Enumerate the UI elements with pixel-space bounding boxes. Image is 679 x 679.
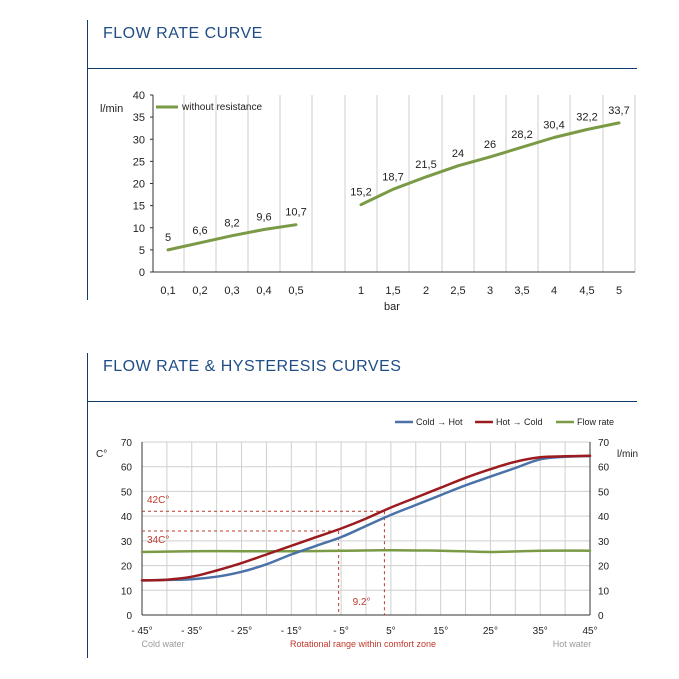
x-tick-label: 45°	[582, 626, 597, 637]
data-label: 33,7	[608, 105, 629, 117]
x-side-label-center: Rotational range within comfort zone	[290, 639, 436, 649]
section1-title: FLOW RATE CURVE	[103, 25, 263, 42]
data-label: 9,6	[256, 212, 271, 224]
x-tick-label: 4	[551, 285, 557, 297]
y-tick-label-left: 30	[121, 537, 133, 548]
x-side-label-right: Hot water	[553, 639, 592, 649]
legend-label: Hot → Cold	[496, 417, 543, 427]
y-tick-label: 10	[133, 223, 145, 235]
x-tick-label: 0,3	[224, 285, 239, 297]
x-tick-label: 1,5	[385, 285, 400, 297]
y-tick-label: 20	[133, 179, 145, 191]
data-label: 5	[165, 232, 171, 244]
x-tick-label: 0,5	[288, 285, 303, 297]
x-tick-label: 0,2	[192, 285, 207, 297]
section2-title: FLOW RATE & HYSTERESIS CURVES	[103, 358, 402, 375]
y-tick-label-left: 50	[121, 487, 133, 498]
data-label: 26	[484, 139, 496, 151]
series-line	[140, 454, 592, 582]
y-axis-label: l/min	[100, 103, 123, 115]
x-tick-label: 25°	[483, 626, 498, 637]
x-tick-label: 15°	[433, 626, 448, 637]
x-tick-label: - 25°	[231, 626, 252, 637]
x-tick-label: 0,4	[256, 285, 271, 297]
legend-label: Cold → Hot	[416, 417, 463, 427]
x-tick-label: - 35°	[181, 626, 202, 637]
y-tick-label: 5	[139, 245, 145, 257]
x-tick-label: - 15°	[281, 626, 302, 637]
y-tick-label-right: 20	[598, 562, 610, 573]
y-tick-label-right: 70	[598, 438, 610, 449]
legend-label: without resistance	[181, 102, 262, 113]
reference-label-42: 42C°	[147, 495, 169, 506]
x-tick-label: 4,5	[579, 285, 594, 297]
y-axis-label-right: l/min	[617, 449, 638, 460]
data-label: 30,4	[543, 119, 564, 131]
y-tick-label-right: 50	[598, 487, 610, 498]
y-tick-label: 25	[133, 156, 145, 168]
y-tick-label: 0	[139, 267, 145, 279]
data-label: 6,6	[192, 225, 207, 237]
y-tick-label-right: 30	[598, 537, 610, 548]
y-tick-label-left: 60	[121, 463, 133, 474]
y-tick-label-left: 10	[121, 586, 133, 597]
reference-label-34: 34C°	[147, 535, 169, 546]
y-tick-label-right: 10	[598, 586, 610, 597]
y-tick-label: 15	[133, 201, 145, 213]
section1-vertical-rule	[87, 20, 88, 300]
y-tick-label-right: 60	[598, 463, 610, 474]
series-line	[140, 548, 592, 554]
y-tick-label-left: 40	[121, 512, 133, 523]
data-label: 8,2	[224, 218, 239, 230]
reference-label-angle: 9.2°	[353, 597, 371, 608]
y-tick-label-right: 0	[598, 611, 604, 622]
x-tick-label: - 45°	[131, 626, 152, 637]
y-axis-label-left: C°	[96, 449, 107, 460]
y-tick-label: 40	[133, 90, 145, 102]
x-axis-label: bar	[384, 301, 400, 313]
legend-label: Flow rate	[577, 417, 614, 427]
series-line	[140, 454, 592, 582]
x-tick-label: 2	[423, 285, 429, 297]
x-tick-label: - 5°	[333, 626, 349, 637]
x-tick-label: 1	[358, 285, 364, 297]
x-tick-label: 5°	[386, 626, 396, 637]
x-tick-label: 5	[616, 285, 622, 297]
x-tick-label: 3	[487, 285, 493, 297]
data-label: 24	[452, 148, 464, 160]
data-label: 21,5	[415, 159, 436, 171]
x-tick-label: 0,1	[160, 285, 175, 297]
section1-header-rule	[87, 68, 637, 69]
y-tick-label-left: 20	[121, 562, 133, 573]
data-label: 10,7	[285, 207, 306, 219]
y-tick-label-left: 0	[126, 611, 132, 622]
data-label: 15,2	[350, 187, 371, 199]
x-tick-label: 2,5	[450, 285, 465, 297]
x-tick-label: 3,5	[514, 285, 529, 297]
y-tick-label-left: 70	[121, 438, 133, 449]
x-tick-label: 35°	[533, 626, 548, 637]
data-label: 18,7	[382, 171, 403, 183]
data-label: 28,2	[511, 129, 532, 141]
data-label: 32,2	[576, 112, 597, 124]
y-tick-label: 35	[133, 112, 145, 124]
series-line-segment	[359, 121, 621, 207]
section2-header-rule	[87, 401, 637, 402]
section2-vertical-rule	[87, 353, 88, 658]
y-tick-label: 30	[133, 134, 145, 146]
series-line-segment	[166, 223, 298, 252]
x-side-label-left: Cold water	[141, 639, 184, 649]
y-tick-label-right: 40	[598, 512, 610, 523]
